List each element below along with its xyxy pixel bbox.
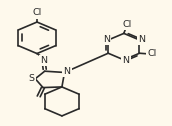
Text: N: N bbox=[138, 35, 145, 44]
Text: N: N bbox=[40, 56, 47, 65]
Text: N: N bbox=[122, 56, 129, 65]
Text: S: S bbox=[29, 74, 34, 83]
Text: Cl: Cl bbox=[147, 49, 157, 58]
Text: Cl: Cl bbox=[123, 20, 132, 29]
Text: N: N bbox=[64, 67, 71, 76]
Text: Cl: Cl bbox=[32, 8, 42, 18]
Text: N: N bbox=[103, 35, 110, 44]
